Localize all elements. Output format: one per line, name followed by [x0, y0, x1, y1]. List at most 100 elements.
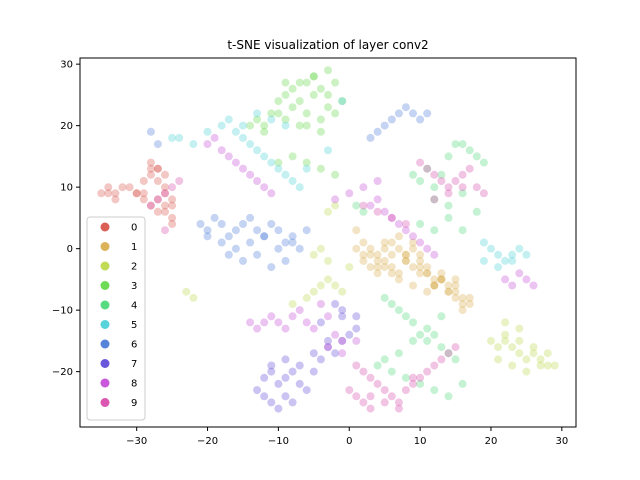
point-class-1 [359, 250, 368, 259]
point-class-3 [316, 164, 325, 173]
point-class-9 [437, 355, 446, 364]
legend-marker-0 [100, 222, 110, 232]
point-class-1 [423, 287, 432, 296]
point-class-1 [373, 256, 382, 265]
point-class-1 [401, 250, 410, 259]
point-class-1 [437, 275, 446, 284]
point-class-7 [338, 306, 347, 315]
legend-label-0: 0 [131, 223, 137, 234]
point-class-4 [380, 355, 389, 364]
point-class-4 [444, 349, 453, 358]
point-class-0 [161, 189, 169, 198]
point-class-0 [153, 195, 162, 204]
point-class-9 [401, 386, 410, 395]
point-class-4 [394, 306, 403, 315]
point-class-3 [274, 109, 283, 118]
point-class-6 [260, 232, 269, 241]
point-class-9 [366, 392, 375, 401]
point-class-0 [168, 201, 177, 210]
point-class-0 [153, 207, 162, 216]
point-class-2 [182, 287, 191, 296]
point-class-5 [203, 127, 212, 136]
point-class-8 [331, 330, 340, 339]
point-class-9 [451, 177, 460, 185]
point-class-4 [465, 146, 474, 155]
point-class-6 [196, 220, 205, 228]
point-class-8 [508, 281, 517, 290]
point-class-9 [423, 164, 432, 173]
point-class-3 [309, 72, 318, 81]
point-class-1 [373, 263, 382, 272]
point-class-9 [373, 379, 382, 388]
point-class-6 [217, 220, 226, 228]
point-class-6 [295, 244, 304, 253]
point-class-7 [309, 367, 318, 376]
point-class-2 [316, 244, 325, 253]
point-class-5 [267, 115, 276, 124]
point-class-5 [338, 97, 347, 106]
point-class-4 [451, 355, 460, 364]
point-class-4 [401, 312, 410, 321]
point-class-6 [274, 244, 283, 253]
x-tick-label: −20 [197, 436, 218, 447]
point-class-6 [302, 226, 311, 235]
point-class-0 [111, 189, 120, 198]
point-class-1 [409, 238, 417, 247]
point-class-1 [451, 293, 460, 302]
point-class-5 [302, 164, 311, 173]
point-class-2 [338, 287, 347, 296]
point-class-6 [260, 232, 269, 241]
point-class-2 [543, 361, 552, 370]
point-class-6 [394, 109, 403, 118]
point-class-0 [161, 170, 169, 179]
point-class-4 [416, 379, 425, 388]
point-class-9 [359, 201, 368, 210]
point-class-1 [416, 263, 425, 272]
point-class-0 [168, 195, 177, 204]
point-class-3 [302, 78, 311, 87]
point-class-9 [345, 386, 354, 395]
point-class-4 [423, 324, 432, 333]
point-class-9 [444, 349, 453, 358]
point-class-8 [267, 312, 276, 321]
point-class-8 [416, 238, 425, 247]
point-class-4 [409, 318, 417, 327]
point-class-1 [451, 287, 460, 296]
point-class-1 [458, 293, 467, 302]
point-class-9 [401, 220, 410, 228]
point-class-8 [246, 318, 255, 327]
point-class-4 [451, 140, 460, 149]
point-class-3 [302, 158, 311, 167]
point-class-1 [401, 256, 410, 265]
point-class-6 [146, 127, 155, 136]
point-class-5 [281, 170, 290, 179]
point-class-9 [430, 361, 439, 370]
legend: 0 1 2 3 4 5 6 7 8 9 [86, 216, 146, 421]
point-class-9 [373, 207, 382, 216]
point-class-7 [324, 343, 332, 352]
point-class-9 [416, 158, 425, 167]
point-class-1 [387, 250, 396, 259]
point-class-7 [281, 373, 290, 382]
point-class-4 [423, 164, 432, 173]
point-class-1 [387, 263, 396, 272]
point-class-1 [387, 238, 396, 247]
point-class-8 [302, 318, 311, 327]
point-class-6 [281, 238, 290, 247]
point-class-6 [246, 213, 255, 222]
x-tick-label: 10 [414, 436, 427, 447]
point-class-6 [288, 232, 297, 241]
point-class-1 [366, 263, 375, 272]
point-class-9 [458, 183, 467, 192]
point-class-5 [246, 140, 255, 149]
point-class-1 [423, 263, 432, 272]
point-class-8 [267, 189, 276, 198]
point-class-6 [281, 256, 290, 265]
point-class-8 [253, 324, 262, 333]
point-class-8 [253, 177, 262, 185]
point-class-0 [146, 158, 155, 167]
point-class-5 [231, 127, 240, 136]
point-class-1 [437, 275, 446, 284]
point-class-9 [359, 367, 368, 376]
point-class-2 [536, 361, 545, 370]
